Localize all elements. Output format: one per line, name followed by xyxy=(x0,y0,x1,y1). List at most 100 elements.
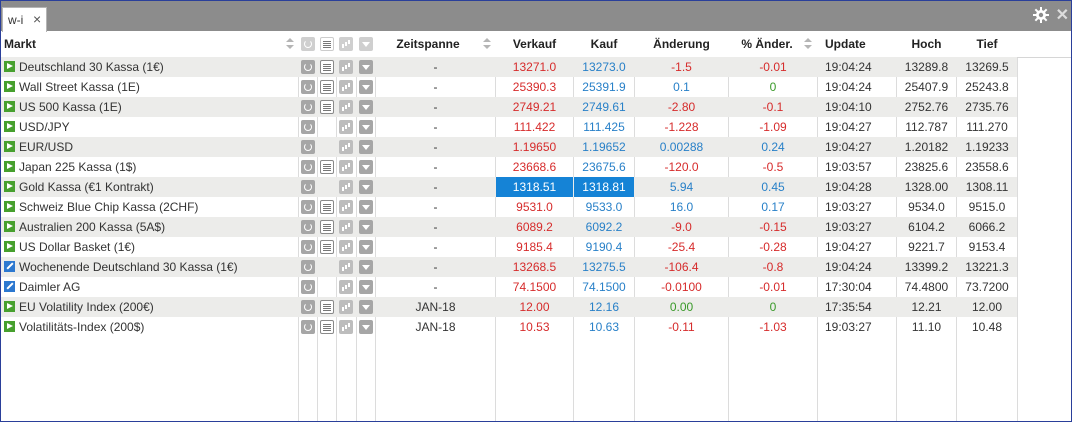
sell-price[interactable]: 1318.51 xyxy=(496,177,573,197)
sell-price[interactable]: 74.1500 xyxy=(512,280,557,294)
chart-icon[interactable] xyxy=(339,180,353,194)
market-name[interactable]: EUR/USD xyxy=(19,140,74,154)
gear-icon[interactable] xyxy=(1033,7,1049,26)
sell-price[interactable]: 9531.0 xyxy=(516,200,553,214)
sort-icon[interactable] xyxy=(483,38,491,50)
play-icon[interactable] xyxy=(4,61,15,73)
header-hoch[interactable]: Hoch xyxy=(911,37,942,51)
dropdown-icon[interactable] xyxy=(359,120,373,134)
play-icon[interactable] xyxy=(4,101,15,113)
market-name[interactable]: EU Volatility Index (200€) xyxy=(19,300,154,314)
play-icon[interactable] xyxy=(4,141,15,153)
table-row[interactable]: Schweiz Blue Chip Kassa (2CHF) - 9531.0 953… xyxy=(1,197,1017,217)
dropdown-icon[interactable] xyxy=(359,160,373,174)
chart-icon[interactable] xyxy=(339,220,353,234)
buy-price[interactable]: 111.425 xyxy=(583,120,625,134)
market-name[interactable]: Japan 225 Kassa (1$) xyxy=(19,160,137,174)
buy-price[interactable]: 12.16 xyxy=(588,300,620,314)
list-icon[interactable] xyxy=(320,100,334,114)
table-row[interactable]: Australien 200 Kassa (5A$) - 6089.2 6092.2 -… xyxy=(1,217,1017,237)
tab-close-icon[interactable]: × xyxy=(33,11,42,27)
chart-icon[interactable] xyxy=(339,320,353,334)
buy-price[interactable]: 74.1500 xyxy=(582,280,626,294)
market-name[interactable]: Gold Kassa (€1 Kontrakt) xyxy=(19,180,154,194)
table-row[interactable]: Deutschland 30 Kassa (1€) - 13271.0 13273.0… xyxy=(1,57,1017,77)
list-icon[interactable] xyxy=(320,80,334,94)
buy-price[interactable]: 23675.6 xyxy=(582,160,626,174)
sell-price[interactable]: 6089.2 xyxy=(516,220,553,234)
sell-price[interactable]: 1.19650 xyxy=(512,140,557,154)
market-name[interactable]: Australien 200 Kassa (5A$) xyxy=(19,220,166,234)
chart-icon[interactable] xyxy=(339,160,353,174)
refresh-icon[interactable] xyxy=(301,180,315,194)
buy-price[interactable]: 1318.81 xyxy=(574,177,634,197)
buy-price[interactable]: 13273.0 xyxy=(582,60,626,74)
refresh-icon[interactable] xyxy=(301,80,315,94)
list-icon[interactable] xyxy=(320,320,334,334)
refresh-icon[interactable] xyxy=(301,140,315,154)
sell-price[interactable]: 12.00 xyxy=(519,300,550,314)
dropdown-icon[interactable] xyxy=(359,280,373,294)
dropdown-icon[interactable] xyxy=(359,260,373,274)
chart-icon[interactable] xyxy=(339,280,353,294)
market-name[interactable]: USD/JPY xyxy=(19,120,70,134)
list-icon[interactable] xyxy=(320,300,334,314)
list-icon[interactable] xyxy=(320,220,334,234)
chart-icon[interactable] xyxy=(339,60,353,74)
table-row[interactable]: EU Volatility Index (200€) JAN-18 12.00 12.… xyxy=(1,297,1017,317)
chart-icon[interactable] xyxy=(339,80,353,94)
table-row[interactable]: Japan 225 Kassa (1$) - 23668.6 23675.6 -120.… xyxy=(1,157,1017,177)
header-kauf[interactable]: Kauf xyxy=(590,37,618,51)
sell-price[interactable]: 13271.0 xyxy=(512,60,557,74)
refresh-icon[interactable] xyxy=(301,300,315,314)
list-icon[interactable] xyxy=(320,160,334,174)
dropdown-icon[interactable] xyxy=(359,200,373,214)
refresh-icon[interactable] xyxy=(301,160,315,174)
play-icon[interactable] xyxy=(4,241,15,253)
sort-icon[interactable] xyxy=(804,38,812,50)
dropdown-icon[interactable] xyxy=(359,240,373,254)
tab-watchlist[interactable]: w-i × xyxy=(2,7,47,32)
refresh-icon[interactable] xyxy=(301,260,315,274)
dropdown-icon[interactable] xyxy=(359,60,373,74)
dropdown-icon[interactable] xyxy=(359,140,373,154)
refresh-icon[interactable] xyxy=(301,120,315,134)
market-name[interactable]: Wochenende Deutschland 30 Kassa (1€) xyxy=(19,260,238,274)
market-name[interactable]: Deutschland 30 Kassa (1€) xyxy=(19,60,164,74)
buy-price[interactable]: 10.63 xyxy=(588,320,620,334)
play-icon[interactable] xyxy=(4,301,15,313)
buy-price[interactable]: 6092.2 xyxy=(585,220,623,234)
chart-icon[interactable] xyxy=(339,140,353,154)
sell-price[interactable]: 13268.5 xyxy=(512,260,557,274)
chart-icon[interactable] xyxy=(339,240,353,254)
dropdown-icon[interactable] xyxy=(359,100,373,114)
refresh-icon[interactable] xyxy=(301,240,315,254)
list-icon[interactable] xyxy=(320,240,334,254)
chart-icon[interactable] xyxy=(339,260,353,274)
play-icon[interactable] xyxy=(4,81,15,93)
table-row[interactable]: Daimler AG - 74.1500 74.1500 -0.0100 -0.01 17:… xyxy=(1,277,1017,297)
buy-price[interactable]: 25391.9 xyxy=(582,80,626,94)
market-name[interactable]: Volatilitäts-Index (200$) xyxy=(19,320,145,334)
close-window-icon[interactable]: ✕ xyxy=(1055,7,1069,24)
table-row[interactable]: Gold Kassa (€1 Kontrakt) - 1318.51 1318.81 5… xyxy=(1,177,1017,197)
dropdown-icon[interactable] xyxy=(359,180,373,194)
market-name[interactable]: US 500 Kassa (1E) xyxy=(19,100,122,114)
dropdown-icon[interactable] xyxy=(359,80,373,94)
header-update[interactable]: Update xyxy=(825,37,866,51)
buy-price[interactable]: 13275.5 xyxy=(582,260,626,274)
refresh-icon[interactable] xyxy=(301,280,315,294)
market-name[interactable]: Schweiz Blue Chip Kassa (2CHF) xyxy=(19,200,199,214)
edit-icon[interactable] xyxy=(4,281,15,293)
header-aenderung[interactable]: Änderung xyxy=(653,37,710,51)
header-pct-aenderung[interactable]: % Änder. xyxy=(741,37,793,51)
table-row[interactable]: Wochenende Deutschland 30 Kassa (1€) - 132… xyxy=(1,257,1017,277)
play-icon[interactable] xyxy=(4,221,15,233)
sell-price[interactable]: 2749.21 xyxy=(512,100,557,114)
refresh-icon[interactable] xyxy=(301,200,315,214)
market-name[interactable]: US Dollar Basket (1€) xyxy=(19,240,136,254)
buy-price[interactable]: 9190.4 xyxy=(585,240,623,254)
list-icon[interactable] xyxy=(320,200,334,214)
market-name[interactable]: Daimler AG xyxy=(19,280,81,294)
chart-icon[interactable] xyxy=(339,200,353,214)
